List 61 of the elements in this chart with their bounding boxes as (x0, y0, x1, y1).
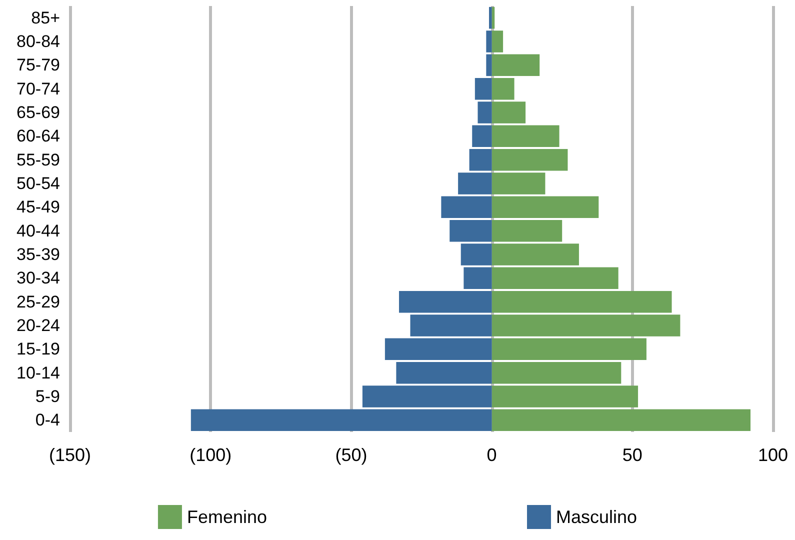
bar (492, 172, 546, 194)
y-tick-label: 65-69 (16, 103, 60, 122)
bar (492, 30, 504, 52)
y-tick-label: 75-79 (16, 56, 60, 75)
bar (396, 362, 492, 384)
bar (492, 386, 638, 408)
y-tick-label: 85+ (31, 8, 60, 28)
bar (492, 290, 672, 313)
x-tick-label: 100 (758, 445, 788, 465)
bar (469, 148, 492, 171)
x-tick-label: 0 (486, 445, 497, 465)
bar (492, 314, 680, 336)
bar (450, 220, 492, 242)
y-tick-label: 55-59 (16, 150, 60, 170)
legend-label: Masculino (556, 507, 638, 527)
y-tick-label: 35-39 (16, 245, 60, 264)
bar (486, 30, 492, 52)
bar (492, 244, 579, 266)
bar (474, 78, 492, 100)
y-tick-label: 20-24 (16, 316, 60, 335)
bar (399, 290, 492, 313)
y-tick-label: 70-74 (16, 79, 60, 98)
bar (492, 148, 568, 171)
bar (460, 244, 492, 266)
y-tick-label: 0-4 (35, 410, 60, 430)
y-tick-label: 5-9 (35, 387, 60, 406)
bar (492, 220, 562, 242)
bar (362, 386, 492, 408)
x-tick-label: 50 (622, 445, 642, 465)
bar (472, 125, 492, 148)
y-tick-label: 80-84 (16, 32, 60, 51)
bar (492, 267, 618, 290)
bar (458, 172, 492, 194)
bar (492, 125, 560, 148)
y-tick-label: 45-49 (16, 198, 60, 217)
bar (492, 338, 646, 360)
y-tick-label: 15-19 (16, 340, 60, 359)
x-tick-label: (150) (48, 445, 92, 465)
y-tick-label: 60-64 (16, 126, 60, 146)
bar (492, 78, 514, 100)
y-tick-label: 50-54 (16, 174, 60, 193)
y-tick-label: 40-44 (16, 221, 60, 240)
bar (486, 54, 492, 76)
legend-label: Femenino (186, 507, 268, 527)
bar (464, 267, 492, 290)
y-tick-label: 25-29 (16, 292, 60, 312)
y-tick-label: 30-34 (16, 268, 60, 288)
x-tick-label: (100) (190, 445, 232, 465)
bar (488, 6, 492, 29)
bar (492, 409, 751, 432)
bar (190, 409, 492, 432)
bar (492, 196, 599, 218)
y-tick-label: 10-14 (16, 363, 60, 382)
bar (441, 196, 492, 218)
bar (492, 54, 540, 76)
x-tick-label: (50) (335, 445, 368, 465)
bar (410, 314, 492, 336)
bar (492, 362, 622, 384)
bar (492, 102, 526, 124)
bar (384, 338, 492, 360)
bar (478, 102, 492, 124)
